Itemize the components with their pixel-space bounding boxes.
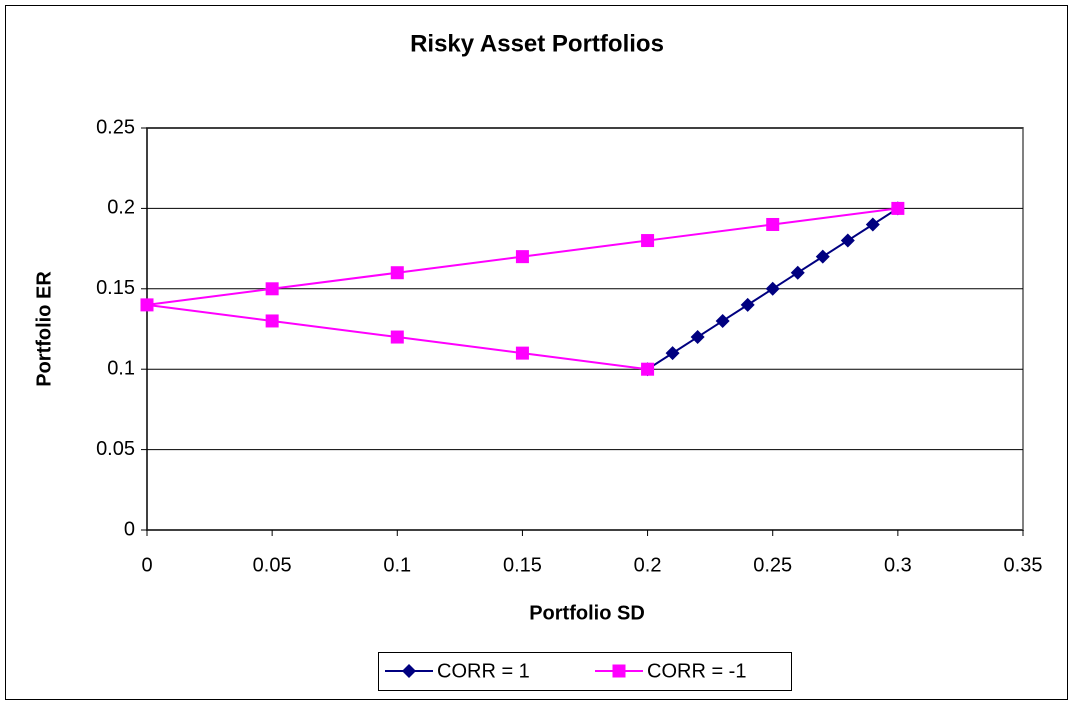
data-point (140, 298, 154, 312)
data-point (515, 346, 529, 360)
data-point (390, 330, 404, 344)
x-tick-label: 0.35 (1004, 554, 1043, 576)
x-tick-label: 0.15 (503, 554, 542, 576)
y-tick-label: 0 (124, 518, 135, 540)
x-tick-label: 0.2 (634, 554, 662, 576)
data-point (815, 249, 830, 264)
legend-label: CORR = 1 (437, 660, 530, 682)
data-point (766, 217, 780, 231)
data-point (665, 346, 680, 361)
x-tick-label: 0.05 (253, 554, 292, 576)
data-point (390, 266, 404, 280)
data-point (265, 314, 279, 328)
data-point (790, 265, 805, 280)
y-axis-label: Portfolio ER (33, 271, 55, 387)
x-tick-label: 0.1 (383, 554, 411, 576)
data-point (740, 297, 755, 312)
legend (378, 652, 792, 691)
data-point (690, 330, 705, 345)
data-point (402, 664, 416, 678)
y-tick-label: 0.25 (96, 116, 135, 138)
x-tick-label: 0.3 (884, 554, 912, 576)
y-tick-label: 0.05 (96, 438, 135, 460)
y-tick-label: 0.15 (96, 277, 135, 299)
data-point (891, 201, 905, 215)
y-tick-label: 0.1 (107, 357, 135, 379)
data-point (865, 217, 880, 232)
x-axis-label: Portfolio SD (529, 602, 645, 624)
data-point (715, 313, 730, 328)
data-point (765, 281, 780, 296)
x-tick-label: 0 (141, 554, 152, 576)
data-point (515, 250, 529, 264)
data-point (265, 282, 279, 296)
data-point (612, 664, 626, 678)
plot-area (146, 127, 1024, 531)
data-point (840, 233, 855, 248)
legend-label: CORR = -1 (647, 660, 746, 682)
data-point (641, 234, 655, 248)
chart-title: Risky Asset Portfolios (410, 30, 664, 57)
data-point (641, 362, 655, 376)
x-tick-label: 0.25 (753, 554, 792, 576)
y-tick-label: 0.2 (107, 197, 135, 219)
